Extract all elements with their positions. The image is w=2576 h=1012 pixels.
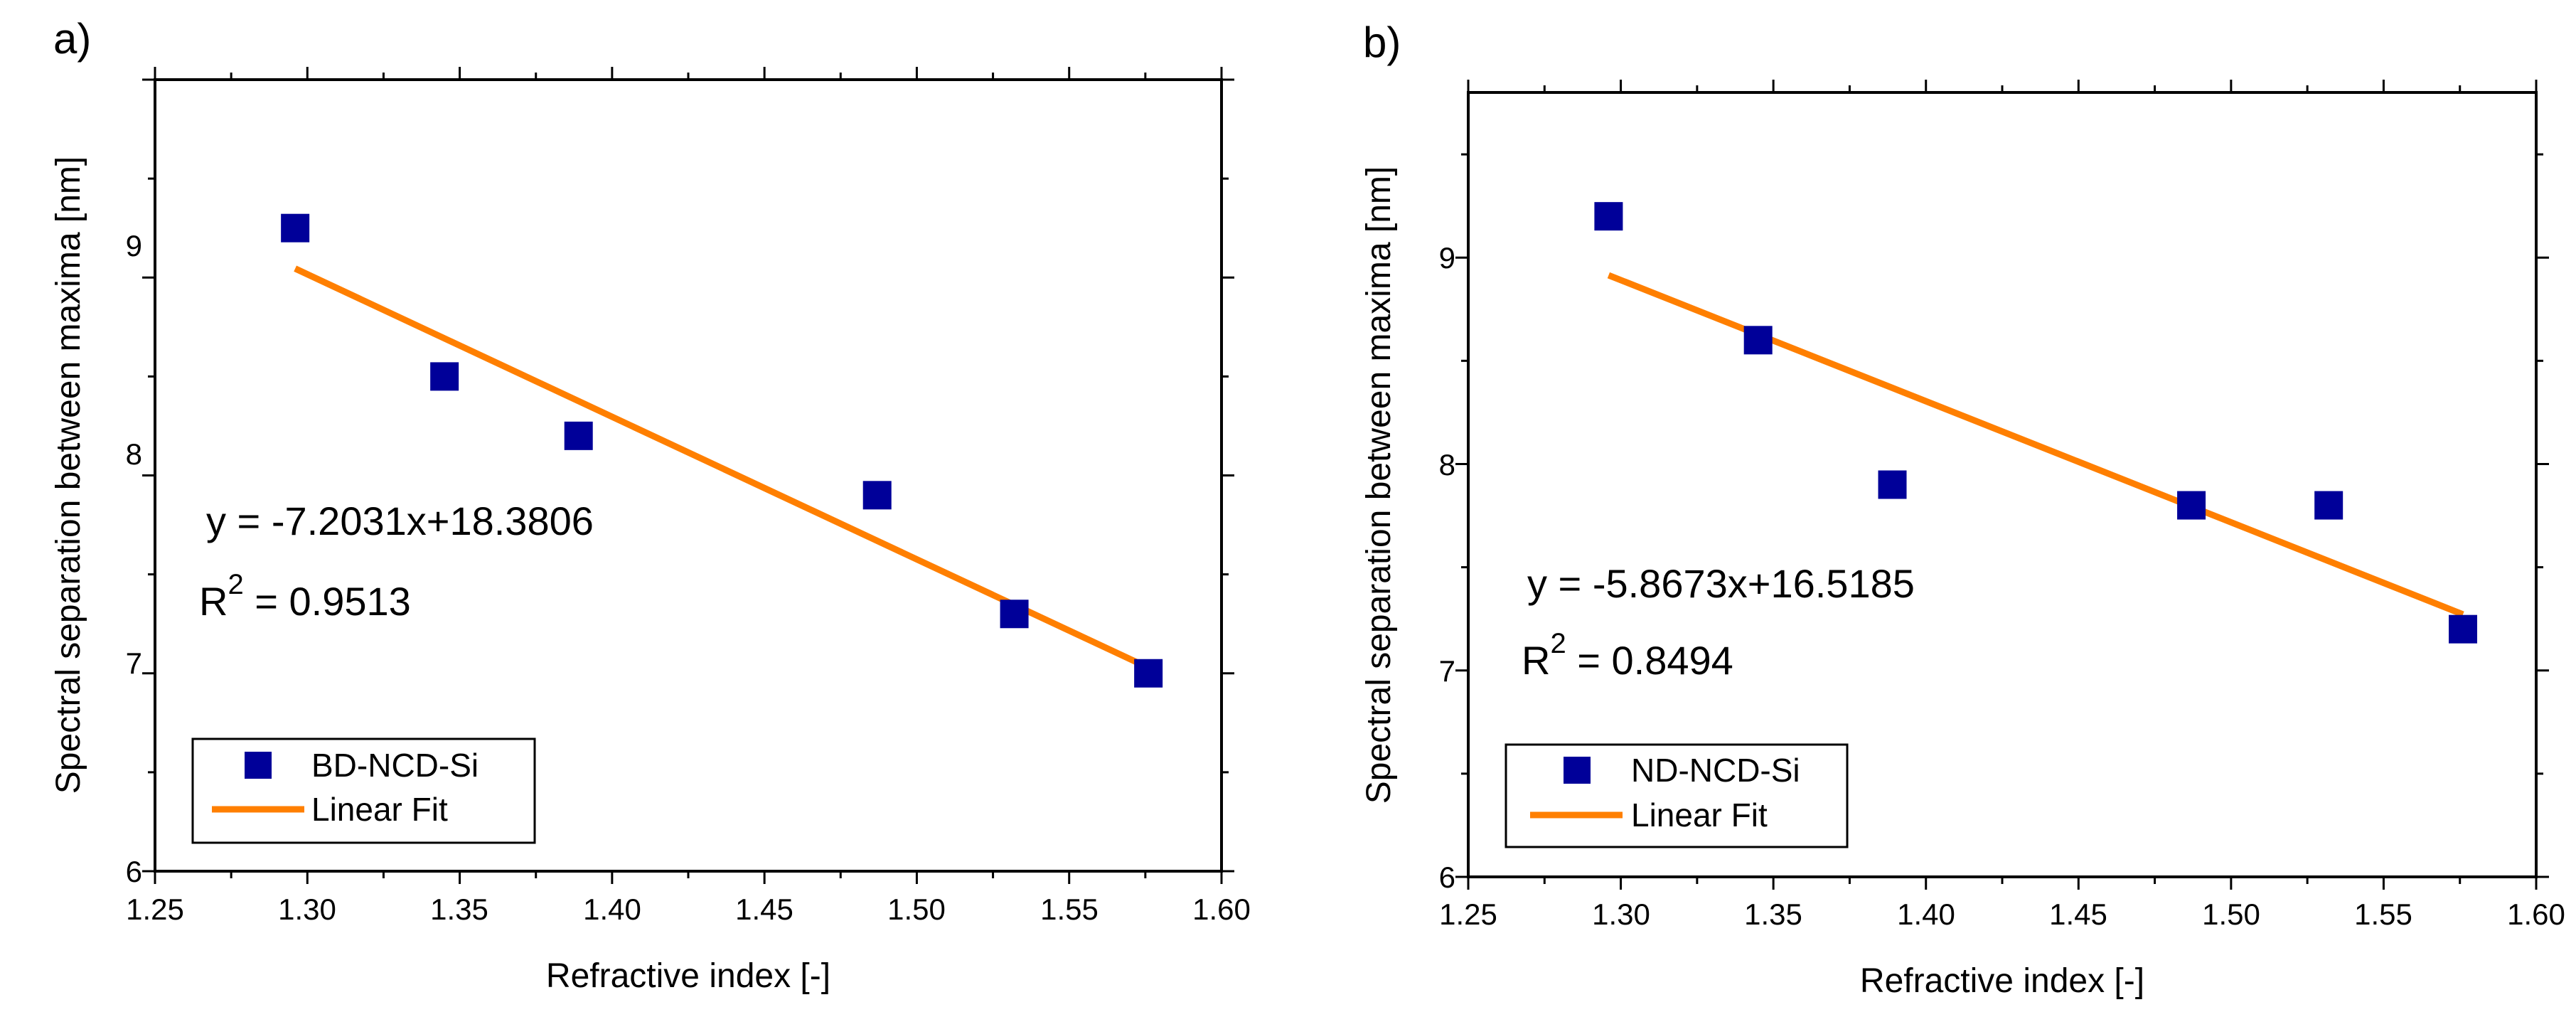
- panel-b-legend-box: [1505, 743, 1849, 848]
- panel-b-legend-marker: [1564, 757, 1591, 784]
- panel-b-y-axis-label: Spectral separation between maxima [nm]: [1360, 166, 1398, 804]
- panel-b-x-tick-label: 1.45: [2049, 898, 2107, 931]
- panel-b-legend-label-fit: Linear Fit: [1631, 797, 1768, 833]
- panel-a-x-tick-label: 1.40: [583, 893, 641, 926]
- panel-a-legend: BD-NCD-Si Linear Fit: [191, 737, 536, 844]
- panel-a-x-tick-group: 1.25 1.30 1.35 1.40 1.45 1.50 1.55 1.60: [126, 893, 1251, 926]
- panel-b-x-ticks: 1.25 1.30 1.35 1.40 1.45 1.50 1.55 1.60: [1439, 898, 2565, 931]
- panel-a-legend-marker: [245, 752, 272, 779]
- data-point: [1134, 659, 1163, 688]
- panel-b-y-tick-label: 8: [1439, 448, 1455, 481]
- panel-b-x-tick-label: 1.25: [1439, 898, 1497, 931]
- panel-a-legend-label-data: BD-NCD-Si: [311, 747, 479, 784]
- panel-a-data-points: [281, 213, 1163, 688]
- panel-b-x-tick-label: 1.50: [2202, 898, 2260, 931]
- data-point: [2314, 491, 2343, 520]
- panel-b-legend-label-data: ND-NCD-Si: [1631, 752, 1800, 789]
- panel-a-x-tick-label: 1.50: [887, 893, 946, 926]
- panel-a-y-tick-label: 6: [126, 855, 142, 888]
- panel-b-y-ticks: 6 7 8 9: [1439, 241, 1455, 894]
- panel-a-x-tick-label: 1.25: [126, 893, 184, 926]
- data-point: [1594, 202, 1623, 231]
- data-point: [430, 362, 459, 391]
- data-point: [1878, 470, 1907, 499]
- panel-b-y-tick-label: 6: [1439, 861, 1455, 894]
- panel-a-tick-marks: [142, 67, 1234, 884]
- data-point: [1000, 600, 1029, 629]
- panel-b-tick-marks: [1455, 80, 2549, 890]
- panel-b-x-tick-label: 1.40: [1897, 898, 1955, 931]
- data-point: [862, 481, 892, 510]
- panel-b-r-squared: R2 = 0.8494: [1522, 628, 1733, 683]
- panel-b-x-tick-label: 1.55: [2354, 898, 2412, 931]
- panel-a-x-tick-label: 1.30: [278, 893, 336, 926]
- panel-a-y-tick-label: 8: [126, 437, 142, 471]
- panel-b-x-tick-label: 1.35: [1744, 898, 1802, 931]
- data-point: [281, 213, 310, 243]
- panel-a-x-tick-label: 1.45: [735, 893, 793, 926]
- panel-a-x-tick-label: 1.35: [430, 893, 488, 926]
- panel-a-y-ticks: 6 7 8 9: [126, 229, 142, 888]
- panel-a-r-squared: R2 = 0.9513: [199, 569, 411, 624]
- panel-b: b) 1.25 1.30 1.35 1.40 1.45 1.50 1.55 1.…: [1360, 18, 2565, 1000]
- panel-b-x-tick-label: 1.30: [1592, 898, 1650, 931]
- data-point: [2449, 614, 2478, 644]
- panel-b-y-tick-label: 7: [1439, 654, 1455, 688]
- panel-a-legend-label-fit: Linear Fit: [311, 791, 448, 828]
- panel-b-data-points: [1594, 202, 2478, 644]
- panel-b-x-tick-label: 1.60: [2507, 898, 2565, 931]
- panel-a-y-tick-label: 9: [126, 229, 142, 262]
- data-point: [564, 421, 593, 450]
- panel-a-x-ticks: 1.25 1.30 1.35 1.40 1.45 1.50 1.55 1.60: [126, 893, 1251, 926]
- panel-a-x-tick-label: 1.55: [1040, 893, 1099, 926]
- panel-a-fit-equation: y = -7.2031x+18.3806: [206, 499, 594, 543]
- panel-a-y-tick-label: 7: [126, 646, 142, 680]
- data-point: [2177, 491, 2206, 520]
- panel-a-label: a): [53, 15, 91, 63]
- panel-b-legend: ND-NCD-Si Linear Fit: [1505, 743, 1849, 848]
- panel-b-x-axis-label: Refractive index [-]: [1860, 962, 2144, 1000]
- panel-b-y-tick-label: 9: [1439, 241, 1455, 275]
- data-point: [1743, 326, 1773, 355]
- panel-a-x-tick-label: 1.60: [1192, 893, 1251, 926]
- panel-a-x-axis-label: Refractive index [-]: [546, 957, 830, 995]
- panel-b-label: b): [1363, 18, 1401, 66]
- panel-a: a) 1.25 1.30 1.35 1.40 1.45 1.50 1.55 1.…: [50, 15, 1251, 995]
- panel-b-fit-equation: y = -5.8673x+16.5185: [1527, 561, 1915, 606]
- panel-a-y-axis-label: Spectral separation between maxima [nm]: [50, 156, 87, 794]
